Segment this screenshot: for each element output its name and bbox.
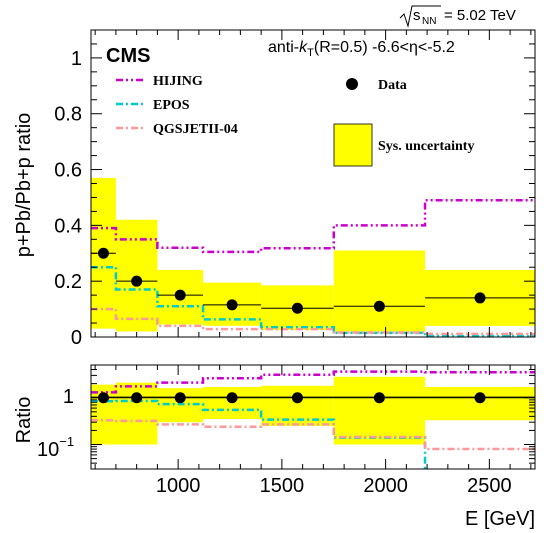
legend-epos-label: EPOS [153, 98, 190, 113]
ratio-data-point-3 [226, 392, 238, 404]
main-model-lines [91, 198, 535, 337]
jet-sub: T [307, 47, 314, 59]
main-data-point-2 [174, 289, 186, 301]
ratio-sys-bands [91, 376, 535, 445]
ratio-panel: 1000 1500 2000 2500 1 10−1 Ratio E [GeV] [13, 364, 536, 530]
legend: HIJING EPOS QGSJETII-04 Data Sys. uncert… [116, 74, 474, 167]
ratio-y-tick-label-0p1: 10−1 [37, 434, 74, 461]
cms-label: CMS [106, 45, 150, 67]
ratio-x-ticks: 1000 1500 2000 2500 [94, 365, 532, 497]
main-data-point-1 [131, 275, 143, 287]
ratio-model-line-hijing [91, 370, 535, 394]
ratio-data-point-0 [97, 392, 109, 404]
main-data-point-6 [474, 292, 486, 304]
ratio-y-ticks [91, 369, 535, 464]
ratio-data-point-6 [474, 392, 486, 404]
ratio-tick-base: 10 [37, 439, 59, 461]
ratio-data-point-1 [131, 392, 143, 404]
ratio-model-line-qgsjetii-04 [91, 419, 535, 451]
ratio-y-tick-label-1: 1 [63, 386, 74, 408]
ratio-frame [90, 364, 536, 470]
legend-data-label: Data [378, 78, 407, 93]
x-tick-label-0: 1000 [156, 475, 201, 497]
main-y-tick-label-4: 0.8 [54, 104, 82, 126]
x-axis-label: E [GeV] [465, 508, 535, 530]
legend-hijing-label: HIJING [153, 74, 203, 89]
main-y-tick-label-3: 0.6 [54, 160, 82, 182]
legend-sys-swatch [333, 123, 373, 167]
ratio-data-point-2 [174, 392, 186, 404]
legend-qgsjet-label: QGSJETII-04 [153, 122, 238, 137]
x-tick-label-3: 2500 [467, 475, 512, 497]
svg-text:anti-kT(R=0.5) -6.6<η<-5.2: anti-kT(R=0.5) -6.6<η<-5.2 [268, 39, 455, 59]
ratio-sys-band-6 [425, 386, 535, 421]
jet-prefix: anti- [268, 39, 299, 56]
main-data-point-3 [226, 299, 238, 311]
legend-data-marker [346, 78, 358, 90]
legend-sys-label: Sys. uncertainty [378, 139, 474, 154]
main-y-tick-label-1: 0.2 [54, 271, 82, 293]
main-data-point-5 [373, 300, 385, 312]
energy-sqrt: s [413, 7, 421, 24]
energy-sub: NN [422, 16, 436, 27]
main-data-point-4 [291, 302, 303, 314]
ratio-tick-exp: −1 [59, 434, 74, 449]
ratio-y-axis-label: Ratio [13, 397, 35, 444]
main-data-point-0 [97, 247, 109, 259]
ratio-data-point-4 [291, 392, 303, 404]
ratio-sys-band-1 [115, 382, 158, 445]
jet-k: k [299, 39, 308, 56]
main-x-ticks [94, 30, 532, 337]
main-y-tick-label-5: 1 [71, 48, 82, 70]
main-y-ticks: 0 0.2 0.4 0.6 0.8 1 [54, 43, 535, 349]
main-data-points [91, 247, 535, 314]
main-y-tick-label-0: 0 [71, 327, 82, 349]
main-model-line-qgsjetii-04 [91, 307, 535, 336]
jet-selection-label: anti-kT(R=0.5) -6.6<η<-5.2 [268, 39, 455, 59]
ratio-sys-band-5 [333, 376, 426, 445]
main-panel: 0 0.2 0.4 0.6 0.8 1 p+Pb/Pb+p ratio CMS anti-… [13, 29, 536, 349]
ratio-data-points [91, 392, 535, 404]
ratio-data-point-5 [373, 392, 385, 404]
x-tick-label-1: 1500 [260, 475, 305, 497]
main-model-line-hijing [91, 198, 535, 254]
energy-value: = 5.02 TeV [444, 7, 516, 24]
main-sys-band-1 [115, 219, 158, 332]
main-sys-band-5 [333, 250, 426, 332]
main-y-axis-label: p+Pb/Pb+p ratio [13, 113, 35, 258]
energy-label: s NN = 5.02 TeV [399, 5, 516, 28]
x-tick-label-2: 2000 [363, 475, 408, 497]
jet-suffix: (R=0.5) -6.6<η<-5.2 [314, 39, 455, 56]
svg-text:10−1: 10−1 [37, 434, 74, 461]
main-y-tick-label-2: 0.4 [54, 215, 82, 237]
ratio-model-lines [91, 370, 535, 469]
